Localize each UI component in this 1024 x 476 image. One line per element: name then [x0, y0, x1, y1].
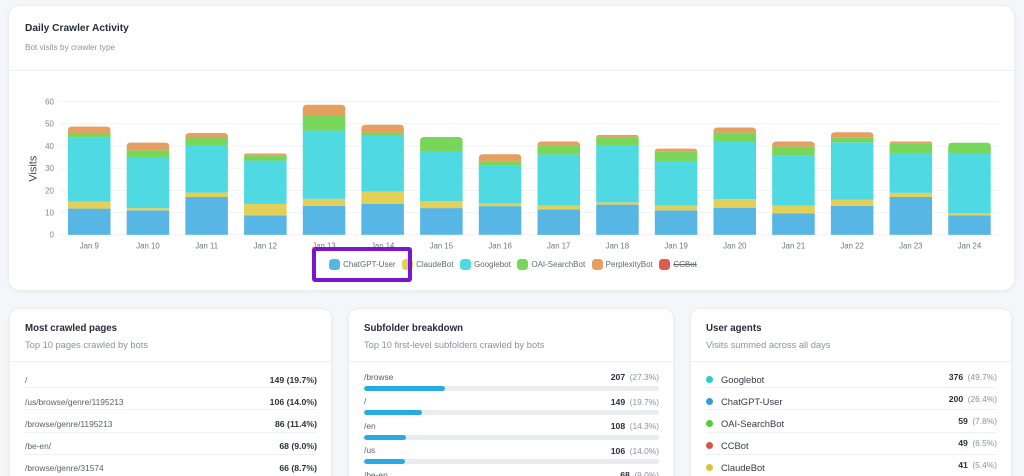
svg-text:Jan 17: Jan 17 [547, 242, 570, 251]
svg-text:0: 0 [50, 231, 55, 240]
svg-text:Jan 23: Jan 23 [899, 242, 922, 251]
svg-text:10: 10 [45, 209, 54, 218]
svg-text:40: 40 [45, 142, 54, 151]
svg-text:Jan 9: Jan 9 [80, 242, 99, 251]
svg-text:Visits: Visits [28, 155, 40, 182]
svg-text:Jan 21: Jan 21 [782, 242, 805, 251]
svg-text:Jan 10: Jan 10 [136, 242, 160, 251]
svg-text:Jan 16: Jan 16 [488, 242, 511, 251]
svg-text:30: 30 [45, 164, 54, 173]
svg-text:Jan 11: Jan 11 [195, 242, 218, 251]
svg-text:Jan 20: Jan 20 [723, 242, 747, 251]
svg-text:Jan 22: Jan 22 [840, 242, 863, 251]
svg-text:60: 60 [45, 97, 54, 106]
svg-text:Jan 12: Jan 12 [254, 242, 277, 251]
svg-text:Jan 14: Jan 14 [371, 242, 395, 251]
svg-text:20: 20 [45, 186, 54, 195]
svg-text:Jan 13: Jan 13 [312, 242, 335, 251]
svg-text:Jan 24: Jan 24 [958, 242, 982, 251]
svg-text:Jan 18: Jan 18 [606, 242, 629, 251]
svg-text:Jan 19: Jan 19 [664, 242, 687, 251]
svg-text:Jan 15: Jan 15 [430, 242, 454, 251]
svg-text:50: 50 [45, 120, 54, 129]
